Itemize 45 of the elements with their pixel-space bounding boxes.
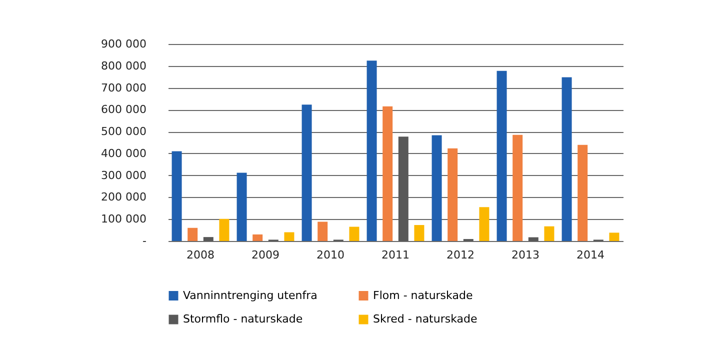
bar xyxy=(562,77,572,241)
bar xyxy=(219,218,230,241)
y-tick-label: - xyxy=(142,234,147,248)
bar xyxy=(172,151,182,241)
x-tick-label: 2008 xyxy=(186,248,214,262)
x-tick-label: 2009 xyxy=(252,248,280,262)
x-tick-label: 2011 xyxy=(382,248,410,262)
y-tick-label: 100 000 xyxy=(101,212,146,226)
bar xyxy=(318,222,328,241)
bar xyxy=(448,148,458,241)
bar xyxy=(528,237,538,241)
bar xyxy=(203,237,214,241)
x-tick-label: 2014 xyxy=(576,248,604,262)
y-tick-label: 500 000 xyxy=(101,125,146,138)
bar xyxy=(496,70,507,241)
y-tick-label: 200 000 xyxy=(101,190,146,204)
x-tick-label: 2013 xyxy=(512,248,540,262)
bar xyxy=(414,225,424,241)
y-tick-label: 900 000 xyxy=(101,38,146,50)
bar xyxy=(252,234,263,241)
x-tick-label: 2010 xyxy=(316,248,344,262)
bar xyxy=(479,207,490,241)
bar xyxy=(284,232,294,241)
bar xyxy=(302,104,312,241)
bar xyxy=(432,135,442,241)
legend-label: Vanninntrenging utenfra xyxy=(183,288,318,302)
bar xyxy=(609,232,620,241)
bar xyxy=(578,144,588,241)
bar xyxy=(382,106,393,241)
y-tick-label: 800 000 xyxy=(101,59,146,72)
bar xyxy=(188,228,198,241)
bar xyxy=(366,60,377,241)
bar xyxy=(398,136,408,241)
y-tick-label: 600 000 xyxy=(101,103,146,116)
bar xyxy=(236,172,247,241)
x-tick-label: 2012 xyxy=(446,248,474,262)
bar xyxy=(512,134,523,241)
y-tick-label: 400 000 xyxy=(101,146,146,160)
legend-label: Flom - naturskade xyxy=(373,288,473,302)
bar xyxy=(349,226,360,241)
legend-label: Stormflo - naturskade xyxy=(183,312,303,326)
y-tick-label: 300 000 xyxy=(101,168,146,182)
bar xyxy=(544,226,554,241)
y-tick-label: 700 000 xyxy=(101,81,146,94)
legend-label: Skred - naturskade xyxy=(373,312,478,326)
